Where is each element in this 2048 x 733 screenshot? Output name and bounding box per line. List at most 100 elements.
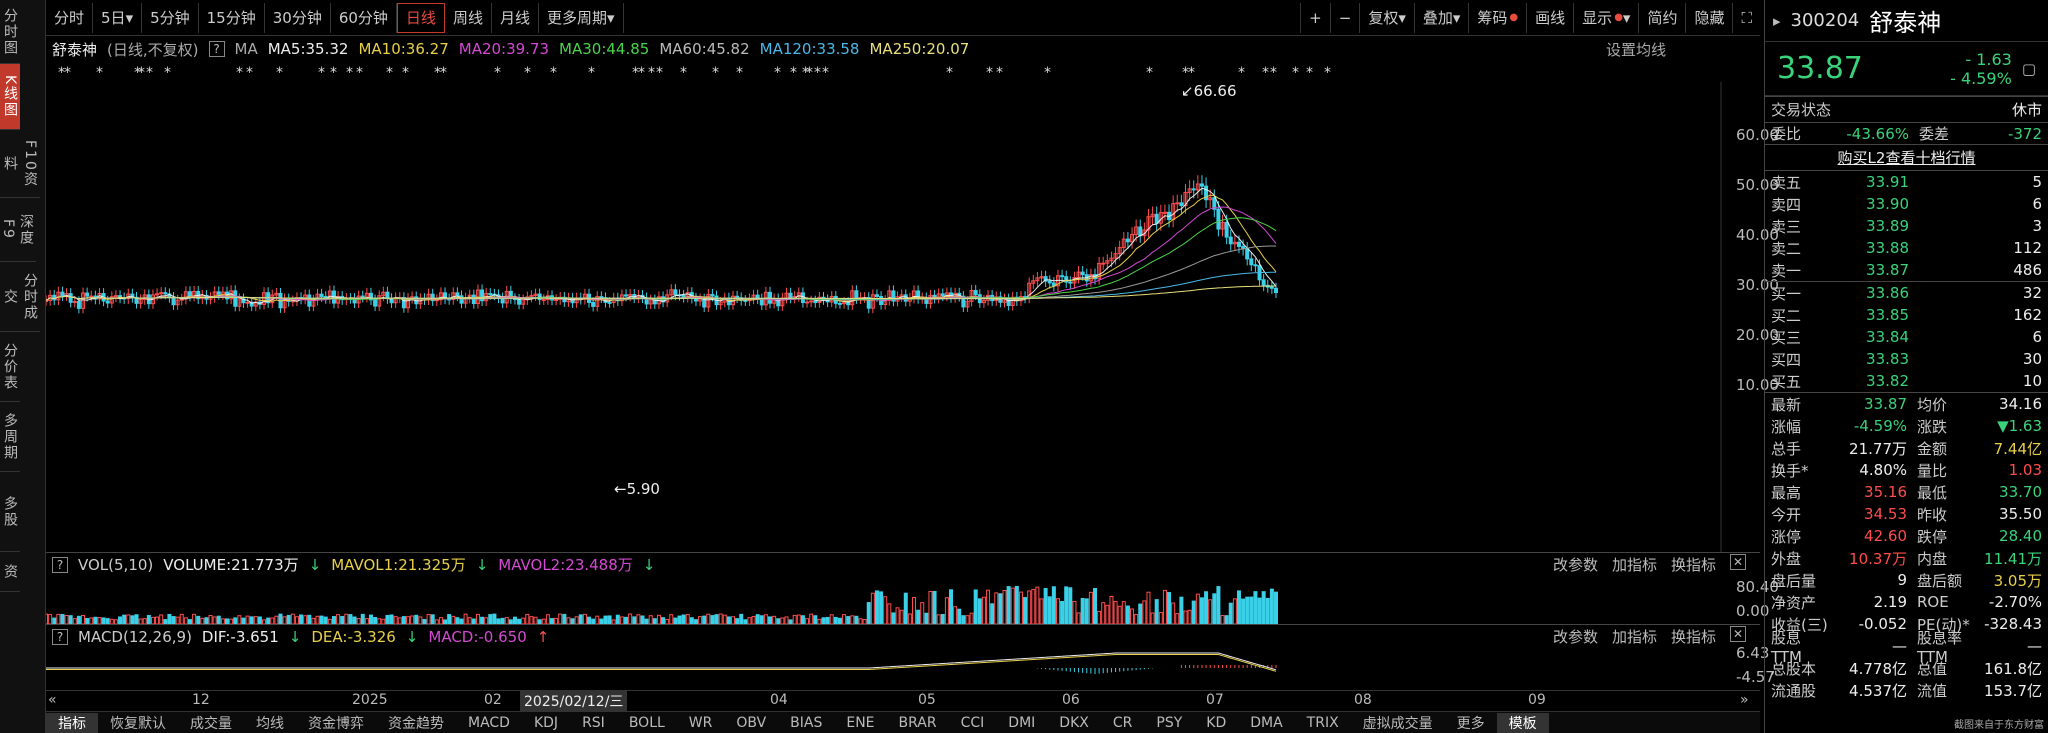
- event-marker[interactable]: *: [96, 65, 103, 81]
- nav-f10[interactable]: F10资料: [0, 130, 40, 198]
- period-5min[interactable]: 5分钟: [142, 2, 199, 33]
- indicator-tab[interactable]: BRAR: [898, 714, 937, 731]
- event-marker[interactable]: *: [822, 65, 829, 81]
- event-marker[interactable]: *: [550, 65, 557, 81]
- macd-add-indicator-button[interactable]: 加指标: [1611, 628, 1657, 646]
- indicator-tab[interactable]: DMI: [1008, 714, 1036, 731]
- event-marker[interactable]: *: [1188, 65, 1195, 81]
- event-marker[interactable]: *: [712, 65, 719, 81]
- event-marker[interactable]: *: [246, 65, 253, 81]
- indicator-tab[interactable]: 恢复默认: [110, 715, 166, 732]
- event-marker[interactable]: *: [1044, 65, 1051, 81]
- zoom-in-button[interactable]: +: [1300, 2, 1330, 33]
- indicator-tab[interactable]: MACD: [468, 714, 510, 731]
- bid-level[interactable]: 买二 33.85 162: [1765, 304, 2048, 326]
- event-marker[interactable]: *: [656, 65, 663, 81]
- period-weekly[interactable]: 周线: [445, 2, 492, 33]
- indicator-tab[interactable]: PSY: [1156, 714, 1183, 731]
- nav-multi-stock[interactable]: 多股: [0, 472, 20, 552]
- macd-swap-indicator-button[interactable]: 换指标: [1670, 628, 1716, 646]
- indicator-tab[interactable]: OBV: [736, 714, 767, 731]
- bid-level[interactable]: 买五 33.82 10: [1765, 370, 2048, 392]
- event-marker[interactable]: *: [146, 65, 153, 81]
- event-marker[interactable]: *: [648, 65, 655, 81]
- indicator-tab[interactable]: BOLL: [628, 714, 665, 731]
- macd-panel[interactable]: 6.43 -4.57: [46, 644, 1775, 690]
- help-icon[interactable]: ?: [208, 41, 225, 57]
- simple-button[interactable]: 简约: [1638, 2, 1685, 33]
- ask-level[interactable]: 卖二 33.88 112: [1765, 237, 2048, 259]
- event-marker[interactable]: *: [806, 65, 813, 81]
- display-button[interactable]: 显示 ● ▾: [1573, 2, 1638, 33]
- indicator-tab[interactable]: 均线: [256, 715, 284, 732]
- event-marker[interactable]: *: [64, 65, 71, 81]
- event-marker[interactable]: *: [434, 65, 441, 81]
- event-marker[interactable]: *: [346, 65, 353, 81]
- overlay-button[interactable]: 叠加 ▾: [1413, 2, 1469, 33]
- prev-stock-icon[interactable]: ▸: [1773, 11, 1781, 30]
- event-marker[interactable]: *: [632, 65, 639, 81]
- event-marker[interactable]: *: [1262, 65, 1269, 81]
- scroll-right-icon[interactable]: »: [1740, 692, 1749, 708]
- kline-panel[interactable]: ↙66.66 ←5.90 60.00 50.00 40.00 30.00 20.…: [44, 82, 1779, 552]
- event-marker[interactable]: *: [638, 65, 645, 81]
- nav-kline[interactable]: K线图: [0, 64, 20, 130]
- chips-button[interactable]: 筹码 ●: [1468, 2, 1526, 33]
- draw-button[interactable]: 画线: [1526, 2, 1573, 33]
- indicator-tab[interactable]: 虚拟成交量: [1362, 715, 1433, 732]
- event-marker[interactable]: *: [790, 65, 797, 81]
- period-5day[interactable]: 5日 ▾: [93, 2, 143, 33]
- event-marker[interactable]: *: [814, 65, 821, 81]
- zoom-out-button[interactable]: −: [1329, 2, 1360, 33]
- event-marker[interactable]: *: [986, 65, 993, 81]
- event-marker[interactable]: *: [1270, 65, 1277, 81]
- event-marker[interactable]: *: [774, 65, 781, 81]
- event-marker[interactable]: *: [1238, 65, 1245, 81]
- event-marker[interactable]: *: [946, 65, 953, 81]
- close-icon[interactable]: ✕: [1730, 554, 1746, 570]
- period-30min[interactable]: 30分钟: [265, 2, 331, 33]
- nav-fund[interactable]: 资: [0, 552, 20, 592]
- event-marker[interactable]: *: [138, 65, 145, 81]
- event-marker[interactable]: *: [58, 65, 65, 81]
- event-marker[interactable]: *: [440, 65, 447, 81]
- event-marker[interactable]: *: [736, 65, 743, 81]
- indicator-tab[interactable]: DKX: [1059, 714, 1089, 731]
- event-marker[interactable]: *: [802, 65, 809, 81]
- volume-panel[interactable]: 80.40 0.00: [44, 576, 1779, 625]
- period-daily[interactable]: 日线: [396, 2, 445, 33]
- l2-upgrade-link[interactable]: 购买L2查看十档行情: [1765, 144, 2048, 170]
- bid-level[interactable]: 买一 33.86 32: [1765, 282, 2048, 304]
- adjust-button[interactable]: 复权 ▾: [1359, 2, 1414, 33]
- event-marker[interactable]: *: [1182, 65, 1189, 81]
- indicator-tab[interactable]: RSI: [582, 714, 605, 731]
- fullscreen-icon[interactable]: ⛶: [1732, 2, 1760, 33]
- ma-settings-button[interactable]: 设置均线: [1605, 40, 1666, 59]
- vol-add-indicator-button[interactable]: 加指标: [1611, 556, 1657, 574]
- event-marker[interactable]: *: [1324, 65, 1331, 81]
- event-marker[interactable]: *: [1306, 65, 1313, 81]
- nav-ticks[interactable]: 分时成交: [0, 262, 40, 332]
- macd-params-button[interactable]: 改参数: [1552, 628, 1598, 646]
- help-icon[interactable]: ?: [52, 556, 68, 573]
- vol-swap-indicator-button[interactable]: 换指标: [1670, 556, 1716, 574]
- indicator-tab[interactable]: WR: [688, 714, 713, 731]
- event-marker[interactable]: *: [276, 65, 283, 81]
- indicator-tab[interactable]: 资金博弈: [308, 715, 364, 732]
- period-monthly[interactable]: 月线: [492, 2, 539, 33]
- indicator-tab[interactable]: KDJ: [533, 714, 559, 731]
- indicator-tab[interactable]: 指标: [46, 712, 98, 733]
- event-marker[interactable]: *: [330, 65, 337, 81]
- ask-level[interactable]: 卖一 33.87 486: [1765, 259, 2048, 281]
- period-15min[interactable]: 15分钟: [199, 2, 265, 33]
- event-marker[interactable]: *: [386, 65, 393, 81]
- ask-level[interactable]: 卖三 33.89 3: [1765, 215, 2048, 237]
- indicator-tab[interactable]: 更多: [1456, 715, 1485, 732]
- period-60min[interactable]: 60分钟: [331, 2, 397, 33]
- indicator-tab[interactable]: 资金趋势: [388, 715, 444, 732]
- ask-level[interactable]: 卖四 33.90 6: [1765, 193, 2048, 215]
- event-marker[interactable]: *: [680, 65, 687, 81]
- indicator-tab[interactable]: BIAS: [790, 714, 823, 731]
- close-icon[interactable]: ✕: [1730, 626, 1746, 642]
- indicator-tab[interactable]: TRIX: [1306, 714, 1339, 731]
